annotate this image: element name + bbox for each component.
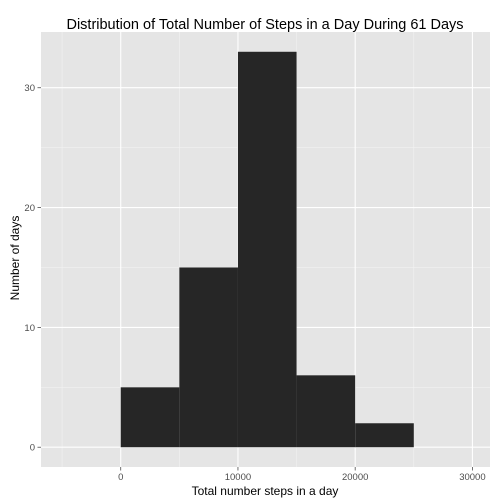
histogram-bar — [120, 387, 180, 448]
y-axis-title: Number of days — [8, 216, 22, 301]
x-tick-label: 0 — [118, 472, 123, 483]
x-tick-label: 20000 — [342, 472, 368, 483]
y-tick-label: 10 — [24, 323, 35, 334]
chart-title: Distribution of Total Number of Steps in… — [66, 17, 463, 33]
y-tick-label: 0 — [30, 443, 35, 454]
x-tick-label: 10000 — [225, 472, 251, 483]
histogram-bar — [237, 51, 297, 448]
y-axis-ticks: 0 10 20 30 — [24, 83, 41, 454]
x-axis-title: Total number steps in a day — [192, 484, 339, 498]
y-tick-label: 20 — [24, 203, 35, 214]
x-tick-label: 30000 — [459, 472, 485, 483]
histogram-bars — [120, 51, 414, 448]
x-axis-ticks: 0 10000 20000 30000 — [118, 467, 486, 483]
histogram-bar — [296, 375, 356, 448]
histogram-bar — [355, 423, 414, 448]
histogram-bar — [179, 267, 238, 448]
y-tick-label: 30 — [24, 83, 35, 94]
